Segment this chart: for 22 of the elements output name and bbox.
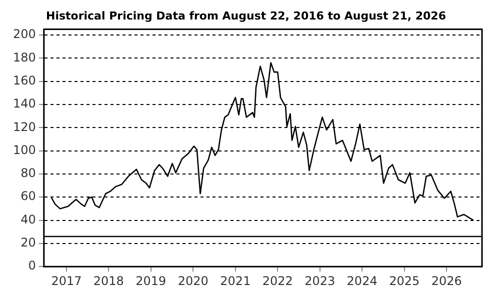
y-tick-label: 160 <box>13 73 36 88</box>
x-tick-label: 2026 <box>431 274 462 288</box>
y-tick-label: 120 <box>13 120 36 134</box>
y-tick-label: 0 <box>28 258 36 273</box>
x-tick-label: 2025 <box>389 274 420 288</box>
x-tick-label: 2024 <box>346 274 378 288</box>
y-tick-label: 20 <box>20 236 36 250</box>
chart-title: Historical Pricing Data from August 22, 2016 to August 21, 2026 <box>46 9 446 22</box>
y-tick-label: 80 <box>20 166 36 180</box>
x-tick-label: 2022 <box>262 274 293 288</box>
x-tick-label: 2020 <box>178 274 208 288</box>
y-tick-label: 200 <box>13 27 36 42</box>
x-tick-label: 2017 <box>51 274 82 288</box>
y-tick-label: 140 <box>13 96 36 111</box>
y-tick-label: 60 <box>20 189 36 204</box>
x-tick-label: 2023 <box>304 274 336 288</box>
x-tick-label: 2019 <box>136 274 166 288</box>
x-tick-label: 2021 <box>220 274 251 288</box>
y-tick-label: 180 <box>13 50 36 64</box>
y-tick-label: 100 <box>13 142 36 157</box>
x-tick-label: 2018 <box>93 274 124 288</box>
y-tick-label: 40 <box>20 212 36 226</box>
